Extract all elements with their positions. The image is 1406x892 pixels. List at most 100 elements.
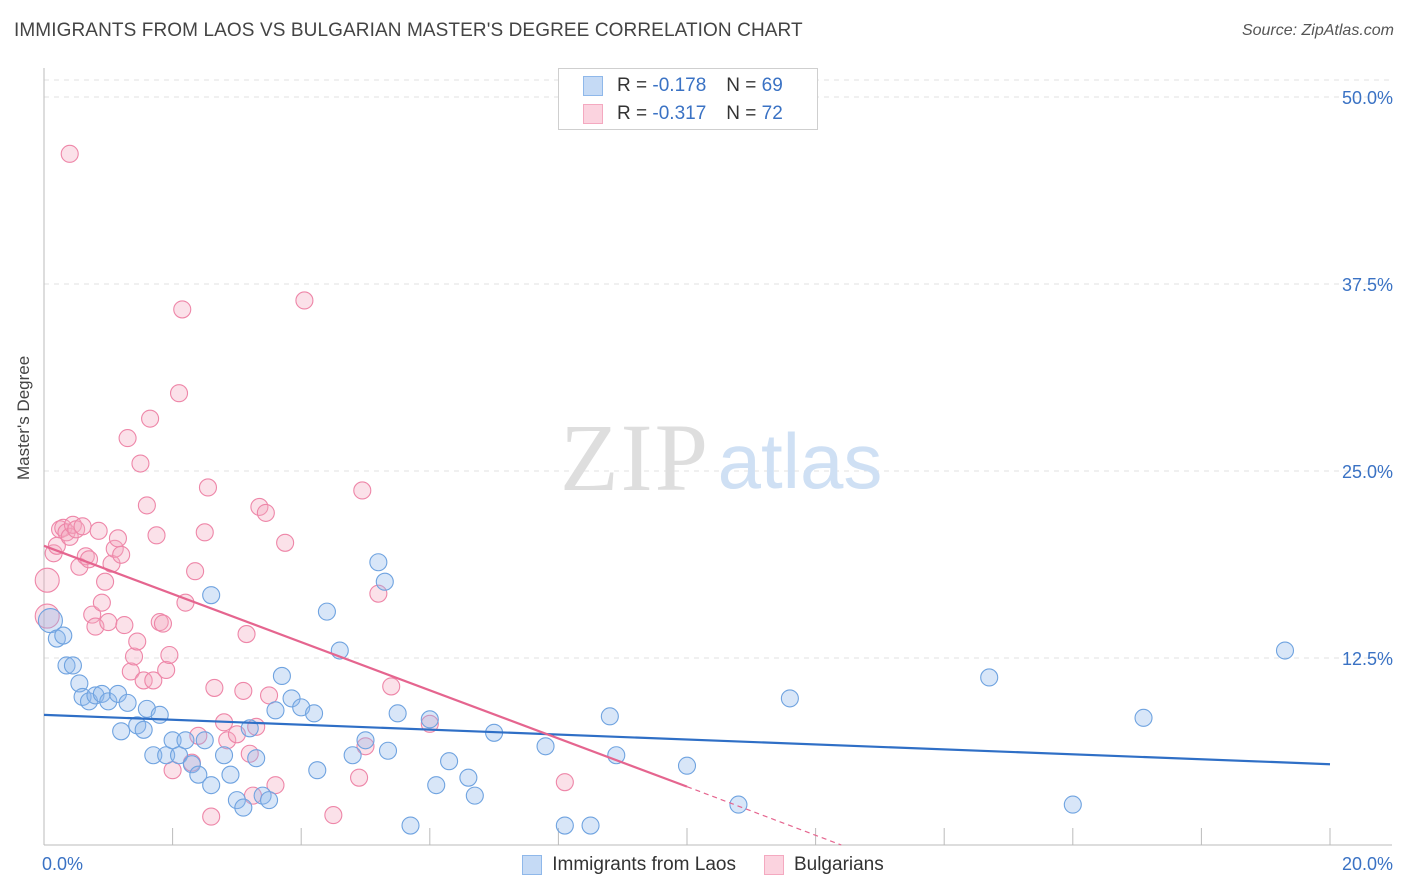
bulgarians-point-26 (121, 662, 140, 681)
laos-point-64 (780, 689, 799, 708)
bulgarians-point-38 (160, 645, 179, 665)
bulgarians-point-39 (163, 761, 182, 780)
laos-point-30 (227, 791, 246, 810)
laos-point-28 (214, 746, 234, 765)
laos-point-58 (555, 816, 574, 835)
watermark-atlas: atlas (718, 417, 883, 505)
laos-point-3 (57, 656, 76, 675)
laos-point-15 (134, 720, 153, 739)
y-tick-label-3: 50.0% (1342, 88, 1393, 108)
bulgarians-point-31 (137, 496, 156, 515)
bulgarians-point-30 (134, 671, 153, 690)
bulgarians-point-70 (420, 714, 439, 733)
legend-r-value: -0.317 (652, 103, 707, 124)
trend-line-1 (43, 544, 688, 788)
trend-lines (43, 544, 1331, 846)
laos-point-54 (459, 768, 478, 787)
bulgarians-point-7 (60, 527, 79, 546)
laos-point-47 (375, 572, 394, 591)
laos-point-48 (378, 741, 398, 760)
chart-title: IMMIGRANTS FROM LAOS VS BULGARIAN MASTER… (14, 20, 803, 41)
bulgarians-point-37 (157, 660, 176, 680)
laos-point-59 (581, 816, 600, 835)
laos-point-10 (99, 692, 118, 711)
legend-n-label: N = (726, 103, 757, 124)
grid-lines (44, 79, 1392, 659)
legend-label-bulgarians: Bulgarians (793, 854, 884, 875)
legend-r-value: -0.178 (652, 75, 707, 96)
laos-point-24 (189, 765, 208, 784)
laos-point-44 (343, 746, 362, 765)
laos-point-18 (150, 705, 169, 724)
laos-point-31 (234, 798, 253, 817)
watermark: ZIP atlas (560, 404, 882, 511)
bulgarians-point-64 (324, 806, 343, 825)
legend-r-label: R = (617, 103, 648, 124)
laos-point-5 (70, 674, 89, 693)
legend-swatch-laos (522, 855, 543, 875)
bulgarians-point-65 (350, 768, 369, 787)
series-legend: Immigrants from Laos Bulgarians (0, 850, 1406, 880)
tick-labels: 12.5% 25.0% 37.5% 50.0% 0.0% 20.0% (42, 88, 1393, 874)
laos-point-65 (980, 668, 999, 687)
laos-point-20 (163, 731, 182, 750)
laos-point-27 (202, 586, 221, 605)
legend-item-bulgarians[interactable]: Bulgarians (763, 854, 884, 876)
laos-point-63 (729, 795, 748, 814)
bulgarians-point-54 (237, 625, 256, 644)
legend-item-laos[interactable]: Immigrants from Laos (522, 854, 736, 876)
laos-point-25 (195, 731, 214, 750)
laos-point-66 (1063, 795, 1082, 814)
legend-swatch-laos (583, 76, 603, 96)
laos-point-37 (272, 666, 291, 686)
bulgarians-point-24 (115, 616, 134, 635)
legend-r-label: R = (617, 75, 648, 96)
bulgarians-point-32 (141, 409, 160, 428)
legend-swatch-bulgarians (583, 104, 603, 124)
laos-point-52 (427, 776, 446, 795)
bulgarians-point-19 (99, 613, 118, 632)
laos-point-68 (1275, 641, 1295, 660)
y-tick-label-2: 37.5% (1342, 275, 1393, 295)
trend-line-extension-1 (686, 786, 842, 846)
legend-swatch-bulgarians (763, 855, 784, 875)
legend-n-value: 69 (761, 75, 783, 96)
laos-point-9 (92, 684, 111, 703)
bulgarians-point-23 (112, 545, 131, 564)
legend-row-laos: R = -0.178 N = 69 (583, 75, 783, 97)
bulgarians-point-72 (60, 144, 79, 163)
laos-point-60 (600, 707, 619, 726)
bulgarians-point-33 (144, 671, 163, 690)
laos-point-2 (54, 626, 73, 645)
bulgarians-point-59 (256, 503, 275, 522)
bulgarians-point-22 (108, 529, 127, 548)
bulgarians-point-17 (92, 593, 111, 612)
legend-n-label: N = (726, 75, 757, 96)
laos-point-45 (356, 731, 375, 750)
bulgarians-point-34 (147, 526, 166, 545)
laos-point-17 (144, 746, 163, 765)
laos-point-50 (401, 816, 420, 835)
correlation-legend: R = -0.178 N = 69 R = -0.317 N = 72 (558, 68, 818, 130)
bulgarians-point-14 (83, 605, 102, 624)
laos-point-13 (118, 693, 137, 712)
laos-point-55 (465, 786, 484, 805)
bulgarians-point-36 (153, 614, 173, 633)
laos-point-67 (1134, 708, 1153, 727)
laos-point-4 (63, 656, 82, 675)
legend-n-value: 72 (761, 103, 783, 124)
x-tick-label-0: 0.0% (42, 854, 83, 874)
laos-point-33 (247, 749, 266, 768)
bulgarians-point-69 (382, 677, 401, 696)
bulgarians-point-53 (234, 681, 253, 700)
laos-point-46 (369, 553, 388, 572)
bulgarians-point-27 (124, 647, 144, 666)
bulgarians-point-63 (295, 291, 314, 310)
x-tick-label-1: 20.0% (1342, 854, 1393, 874)
y-tick-label-1: 25.0% (1342, 462, 1393, 482)
laos-point-36 (266, 701, 285, 720)
bulgarians-point-35 (150, 613, 169, 632)
source-label: Source: ZipAtlas.com (1241, 22, 1394, 39)
laos-point-53 (440, 752, 459, 771)
